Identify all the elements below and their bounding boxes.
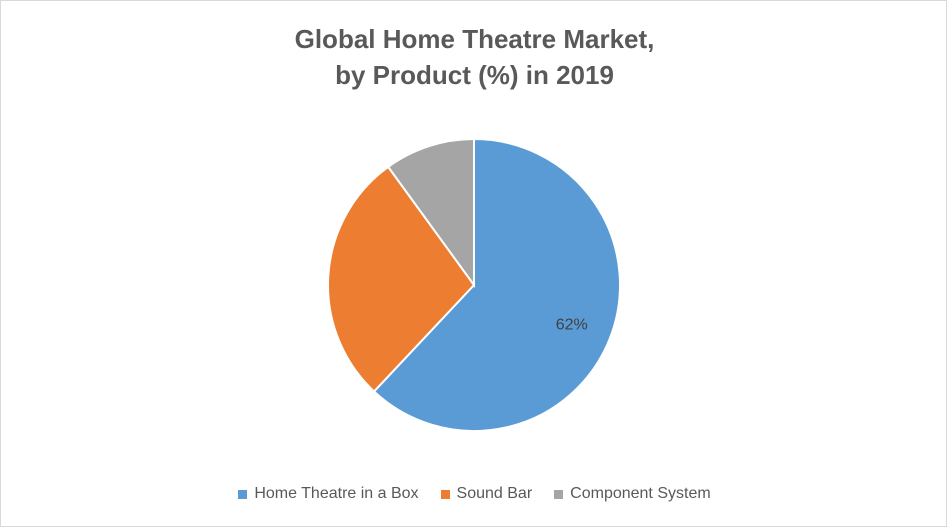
data-label-home-theatre-in-a-box: 62% (556, 317, 588, 334)
chart-title: Global Home Theatre Market, by Product (… (1, 21, 947, 93)
legend-swatch-component-system (554, 489, 564, 499)
legend-label-home-theatre-in-a-box: Home Theatre in a Box (254, 485, 419, 502)
legend-swatch-home-theatre-in-a-box (238, 489, 248, 499)
pie-slice-sound-bar (327, 165, 476, 393)
legend-item-sound-bar: Sound Bar (440, 485, 533, 503)
pie-slice-home-theatre-in-a-box (372, 137, 621, 432)
pie-slice-component-system (386, 137, 475, 289)
legend-item-home-theatre-in-a-box: Home Theatre in a Box (238, 485, 419, 503)
chart-legend: Home Theatre in a Box Sound Bar Componen… (1, 485, 947, 503)
legend-item-component-system: Component System (554, 485, 711, 503)
chart-title-line-1: Global Home Theatre Market, (294, 24, 655, 54)
legend-swatch-sound-bar (440, 489, 450, 499)
legend-label-component-system: Component System (570, 485, 711, 502)
legend-label-sound-bar: Sound Bar (456, 485, 533, 502)
chart-title-line-2: by Product (%) in 2019 (335, 60, 614, 90)
